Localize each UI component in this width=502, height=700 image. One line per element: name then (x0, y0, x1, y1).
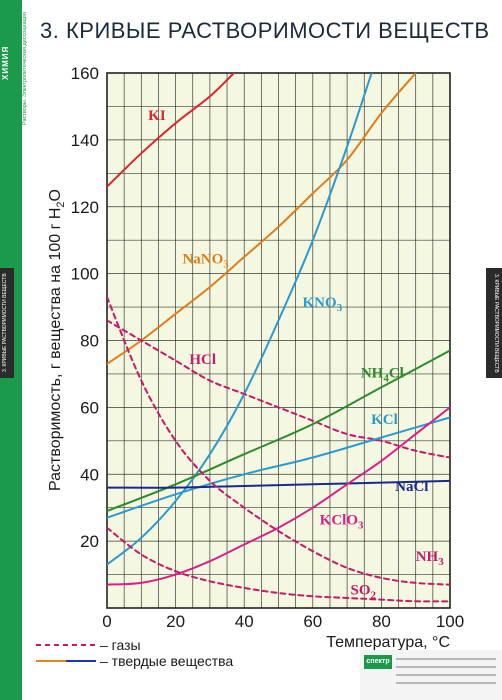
y-axis-label: Растворимость, г вещества на 100 г H2O (47, 189, 67, 491)
side-tab-right: 3. КРИВЫЕ РАСТВОРИМОСТИ ВЕЩЕСТВ (486, 268, 502, 378)
plot-frame (106, 72, 451, 609)
poster-title: 3. КРИВЫЕ РАСТВОРИМОСТИ ВЕЩЕСТВ (40, 18, 490, 43)
side-tab-left: 3. КРИВЫЕ РАСТВОРИМОСТИ ВЕЩЕСТВ (0, 268, 14, 378)
series-line-ki (107, 73, 235, 188)
series-label-nh4cl: NH4Cl (361, 365, 404, 384)
series-label-so2: SO2 (351, 583, 377, 602)
y-tick-label: 20 (80, 532, 99, 551)
x-tick-label: 0 (102, 612, 111, 631)
series-line-so2 (107, 526, 450, 603)
series-label-hcl: HCl (189, 352, 216, 368)
y-tick-label: 80 (80, 332, 99, 351)
publisher-footer: спектр (360, 650, 502, 700)
series-label-kcl: KCl (371, 412, 398, 428)
series-line-nacl (107, 479, 450, 489)
legend-label-solid: – твердые вещества (100, 653, 233, 669)
y-tick-label: 120 (71, 198, 99, 217)
series-line-hcl (107, 319, 450, 459)
series-line-kno3 (107, 73, 373, 566)
x-tick-label: 80 (372, 612, 391, 631)
y-tick-label: 140 (71, 131, 99, 150)
side-tab-right-label: 3. КРИВЫЕ РАСТВОРИМОСТИ ВЕЩЕСТВ (493, 273, 499, 373)
series-label-nh3: NH3 (416, 549, 445, 568)
series-label-kclo3: KClO3 (320, 512, 364, 531)
x-tick-label: 100 (436, 612, 464, 631)
y-tick-label: 100 (71, 265, 99, 284)
series-label-ki: KI (148, 108, 166, 124)
series-lines (107, 73, 450, 603)
x-tick-label: 40 (235, 612, 254, 631)
series-label-nacl: NaCl (395, 479, 428, 495)
series-line-nh3 (107, 296, 450, 586)
y-tick-label: 160 (71, 64, 99, 83)
series-label-kno3: KNO3 (303, 295, 343, 314)
y-tick-label: 40 (80, 465, 99, 484)
series-line-kclo3 (107, 406, 450, 586)
series-line-kcl (107, 416, 450, 519)
x-tick-label: 20 (166, 612, 185, 631)
series-line-nano3 (107, 73, 417, 365)
x-axis-label: Температура, °С (326, 634, 450, 651)
legend-label-gas: – газы (100, 637, 141, 653)
series-label-nano3: NaNO3 (182, 252, 229, 271)
legend: – газы– твердые вещества (36, 637, 233, 669)
x-tick-label: 60 (303, 612, 322, 631)
y-tick-label: 60 (80, 398, 99, 417)
publisher-logo: спектр (364, 655, 392, 669)
